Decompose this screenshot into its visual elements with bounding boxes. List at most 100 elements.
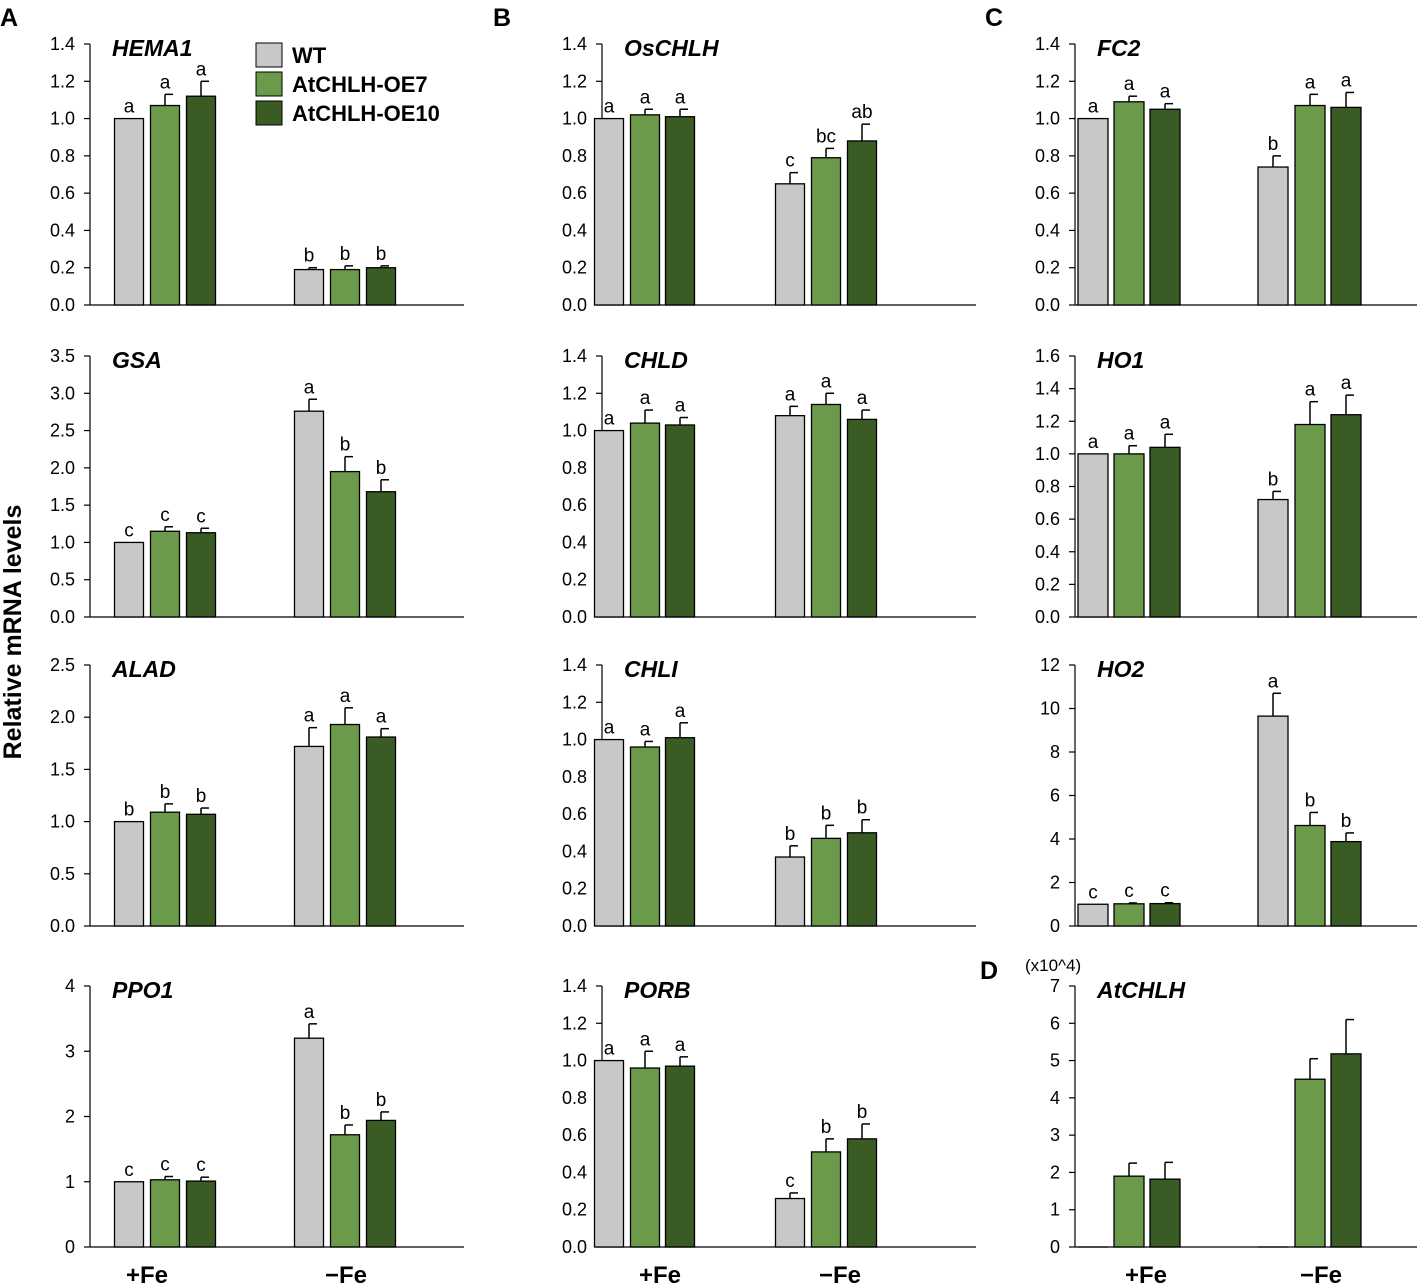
y-tick-label: 2 <box>65 1107 75 1127</box>
gene-title-chld: CHLD <box>624 347 688 373</box>
bar-alad-wt-minus-fe <box>293 745 325 927</box>
x-label-plus-fe-col2: +Fe <box>639 1262 681 1287</box>
y-tick-label: 4 <box>65 976 75 996</box>
significance-letter: c <box>160 1155 170 1176</box>
y-tick-label: 0 <box>1050 1237 1060 1257</box>
y-tick-label: 0.6 <box>562 1125 587 1145</box>
gene-title-alad: ALAD <box>111 656 176 682</box>
significance-letter: a <box>1124 74 1135 95</box>
bar-fc2-atchlh-oe7-plus-fe <box>1113 101 1145 306</box>
bar-gsa-wt-plus-fe <box>113 541 145 618</box>
y-tick-label: 0.0 <box>562 1237 587 1257</box>
y-tick-label: 3.5 <box>50 346 75 366</box>
y-tick-label: 2.5 <box>50 655 75 675</box>
y-tick-label: 0.6 <box>1035 183 1060 203</box>
y-tick-label: 1.0 <box>562 109 587 129</box>
significance-letter: a <box>304 1002 315 1023</box>
bar-porb-atchlh-oe7-plus-fe <box>629 1067 661 1248</box>
y-tick-label: 1.6 <box>1035 346 1060 366</box>
bar-hema1-atchlh-oe7-plus-fe <box>149 104 181 306</box>
y-tick-label: 1 <box>1050 1200 1060 1220</box>
bar-alad-atchlh-oe7-plus-fe <box>149 811 181 927</box>
significance-letter: a <box>1268 671 1279 692</box>
bar-ho1-wt-minus-fe <box>1257 498 1289 618</box>
y-tick-label: 1 <box>65 1172 75 1192</box>
y-tick-label: 0.8 <box>50 146 75 166</box>
y-tick-label: 1.0 <box>50 812 75 832</box>
y-tick-label: 0.8 <box>562 146 587 166</box>
y-tick-label: 12 <box>1040 655 1060 675</box>
gene-title-fc2: FC2 <box>1097 35 1141 61</box>
bar-porb-wt-plus-fe <box>593 1059 625 1248</box>
panel-letter-d: D <box>980 957 998 985</box>
bar-gsa-atchlh-oe7-plus-fe <box>149 530 181 618</box>
bar-ppo1-wt-plus-fe <box>113 1181 145 1248</box>
significance-letter: c <box>160 505 170 526</box>
significance-letter: c <box>124 1160 134 1181</box>
y-tick-label: 0.4 <box>562 841 587 861</box>
significance-letter: a <box>675 396 686 417</box>
y-tick-label: 1.0 <box>562 730 587 750</box>
y-tick-label: 2 <box>1050 873 1060 893</box>
y-tick-label: 1.4 <box>1035 34 1060 54</box>
bar-ho1-atchlh-oe7-minus-fe <box>1294 423 1326 618</box>
gene-title-gsa: GSA <box>112 347 162 373</box>
bar-chld-wt-minus-fe <box>774 415 806 618</box>
significance-letter: a <box>821 371 832 392</box>
bar-chli-wt-plus-fe <box>593 738 625 927</box>
y-tick-label: 0.6 <box>50 183 75 203</box>
significance-letter: b <box>857 798 868 819</box>
significance-letter: a <box>160 72 171 93</box>
significance-letter: b <box>340 244 351 265</box>
bar-chli-atchlh-oe7-plus-fe <box>629 746 661 927</box>
x-label-minus-fe-col3: −Fe <box>1300 1262 1342 1287</box>
legend-label-oe7: AtCHLH-OE7 <box>292 72 428 97</box>
chart-atchlh: 0 1 2 3 4 5 6 7 AtCHLH <box>1050 976 1417 1257</box>
y-tick-label: 1.0 <box>1035 444 1060 464</box>
bar-chli-atchlh-oe10-minus-fe <box>846 832 878 927</box>
significance-letter: a <box>1305 380 1316 401</box>
y-tick-label: 1.4 <box>562 655 587 675</box>
y-tick-label: 0.5 <box>50 570 75 590</box>
bar-hema1-atchlh-oe10-plus-fe <box>185 95 217 306</box>
bar-fc2-atchlh-oe10-minus-fe <box>1330 106 1362 306</box>
bar-oschlh-atchlh-oe7-minus-fe <box>810 157 842 306</box>
bar-atchlh-atchlh-oe10-plus-fe <box>1149 1178 1181 1248</box>
gene-title-hema1: HEMA1 <box>112 35 193 61</box>
bar-oschlh-atchlh-oe10-plus-fe <box>664 116 696 306</box>
gene-title-chli: CHLI <box>624 656 678 682</box>
panel-letter-a: A <box>0 4 18 32</box>
significance-letter: a <box>1305 72 1316 93</box>
bar-chli-wt-minus-fe <box>774 856 806 927</box>
gene-title-ppo1: PPO1 <box>112 977 173 1003</box>
bar-atchlh-atchlh-oe10-minus-fe <box>1330 1053 1362 1248</box>
chart-ppo1: 0 1 2 3 4 PPO1 c a c b c b <box>65 976 464 1257</box>
significance-letter: ab <box>851 102 872 123</box>
y-tick-label: 1.2 <box>562 71 587 91</box>
y-tick-label: 0.2 <box>1035 574 1060 594</box>
bar-hema1-wt-minus-fe <box>293 268 325 306</box>
bar-ho1-atchlh-oe10-minus-fe <box>1330 414 1362 618</box>
y-tick-label: 1.0 <box>50 532 75 552</box>
bar-atchlh-atchlh-oe7-minus-fe <box>1294 1078 1326 1248</box>
y-tick-label: 4 <box>1050 1088 1060 1108</box>
significance-letter: a <box>1124 424 1135 445</box>
y-tick-label: 0.0 <box>50 607 75 627</box>
y-tick-label: 0.0 <box>562 607 587 627</box>
significance-letter: a <box>604 97 615 118</box>
bar-porb-wt-minus-fe <box>774 1197 806 1248</box>
significance-letter: b <box>340 435 351 456</box>
y-tick-label: 1.5 <box>50 759 75 779</box>
significance-letter: a <box>1160 82 1171 103</box>
y-tick-label: 4 <box>1050 829 1060 849</box>
significance-letter: a <box>1088 97 1099 118</box>
significance-letter: b <box>1268 469 1279 490</box>
significance-letter: a <box>604 1039 615 1060</box>
y-tick-label: 0.0 <box>562 295 587 315</box>
y-tick-label: 0.4 <box>1035 220 1060 240</box>
y-tick-label: 0.6 <box>562 183 587 203</box>
bar-chld-atchlh-oe10-minus-fe <box>846 418 878 618</box>
significance-letter: a <box>304 706 315 727</box>
significance-letter: a <box>640 388 651 409</box>
